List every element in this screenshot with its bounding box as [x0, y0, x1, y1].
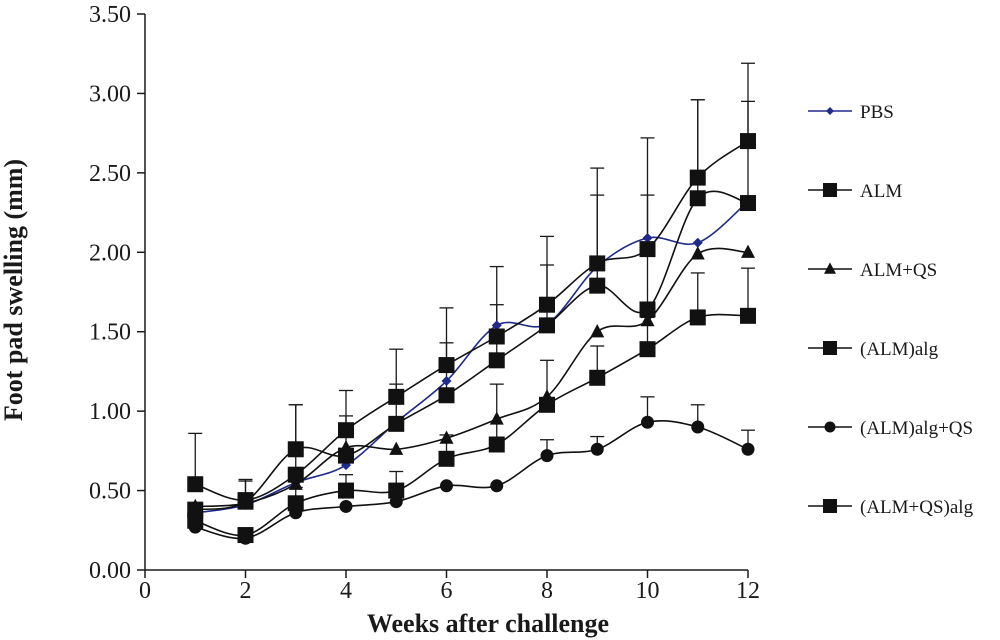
data-point-alm: [539, 296, 555, 313]
x-tick-label: 4: [340, 578, 352, 604]
data-point-alm-qs: [590, 324, 605, 338]
data-point-alm-alg: [639, 301, 656, 318]
data-point-alm-qs: [741, 244, 755, 258]
data-point-alm-alg-qs: [540, 449, 554, 463]
data-point-alm: [589, 255, 606, 272]
data-point-alm-alg-qs: [490, 479, 504, 493]
y-axis-title: Foot pad swelling (mm): [0, 159, 28, 421]
data-point-alm-qs-alg: [388, 482, 405, 499]
x-axis-title: Weeks after challenge: [367, 609, 609, 638]
markers: [187, 133, 756, 545]
data-point-alm: [438, 357, 455, 374]
y-tick-label: 0.00: [89, 558, 131, 584]
legend-label-alm-qs-alg: (ALM+QS)alg: [860, 497, 974, 518]
data-point-alm-qs-alg: [639, 341, 656, 358]
data-point-alm-qs: [439, 430, 454, 444]
legend-label-alm-alg: (ALM)alg: [860, 339, 939, 360]
data-point-pbs: [441, 375, 452, 386]
data-point-alm: [187, 476, 204, 493]
data-point-alm-qs: [389, 441, 404, 455]
data-point-alm-alg: [488, 352, 505, 369]
data-point-alm-alg: [388, 415, 405, 432]
data-point-alm-qs-alg: [287, 495, 304, 512]
data-point-alm-alg-qs: [741, 442, 755, 456]
x-tick-label: 0: [139, 578, 151, 604]
data-point-pbs: [491, 320, 502, 331]
data-point-alm-qs-alg: [539, 396, 555, 413]
x-tick-label: 8: [541, 578, 553, 604]
data-point-alm: [287, 466, 304, 483]
legend-marker-alm-qs: [824, 262, 836, 274]
data-point-alm-qs-alg: [740, 307, 756, 324]
legend-marker-alm: [823, 183, 837, 197]
data-point-alm: [488, 328, 505, 345]
legend-marker-alm-qs-alg: [823, 499, 837, 513]
x-tick-label: 6: [441, 578, 453, 604]
data-point-alm-alg-qs: [339, 499, 353, 513]
series-line-alm-alg-qs: [195, 420, 749, 540]
y-tick-label: 3.00: [89, 81, 131, 107]
data-point-alm-alg: [438, 387, 455, 404]
data-point-alm-qs-alg: [438, 450, 455, 467]
data-point-alm-qs: [690, 246, 705, 260]
series-lines: [194, 140, 749, 540]
legend-marker-alm-alg-qs: [824, 421, 836, 433]
data-point-alm-alg: [237, 493, 254, 510]
data-point-alm-alg: [589, 277, 606, 294]
data-point-alm-alg-qs: [440, 479, 453, 493]
series-line-alm: [194, 140, 749, 501]
legend-marker-pbs: [826, 107, 834, 115]
x-ticks: 0 2 4 6 8 10 12: [139, 570, 760, 604]
data-point-alm-alg: [689, 190, 706, 207]
x-tick-label: 10: [636, 578, 660, 604]
error-bars: [188, 62, 755, 504]
data-point-alm: [338, 422, 354, 439]
data-point-alm-alg: [740, 195, 756, 212]
data-point-alm-qs-alg: [488, 436, 505, 453]
data-point-alm-alg-qs: [641, 415, 654, 429]
data-point-alm-qs: [288, 476, 303, 490]
legend-marker-alm-alg: [823, 341, 837, 355]
y-tick-label: 2.00: [89, 240, 131, 266]
data-point-pbs: [642, 232, 653, 243]
y-tick-label: 2.50: [89, 161, 131, 187]
data-point-alm: [388, 388, 405, 405]
y-tick-label: 1.00: [89, 399, 131, 425]
data-point-alm-qs: [640, 312, 655, 327]
data-point-alm-qs-alg: [187, 512, 204, 529]
y-ticks: 0.00 0.50 1.00 1.50 2.00 2.50 3.00 3.50: [89, 2, 145, 584]
data-point-alm-qs: [489, 411, 504, 425]
x-tick-label: 12: [736, 578, 760, 604]
data-point-alm-alg: [539, 317, 555, 334]
data-point-alm: [740, 133, 756, 150]
data-point-alm-qs-alg: [237, 527, 254, 544]
data-point-alm-alg: [338, 447, 354, 464]
legend: PBS ALM ALM+QS (ALM)alg (ALM)alg+QS (ALM+QS)a…: [808, 102, 974, 518]
y-tick-label: 0.50: [89, 479, 131, 505]
legend-label-alm: ALM: [860, 181, 902, 202]
y-tick-label: 1.50: [89, 320, 131, 346]
legend-label-alm-qs: ALM+QS: [860, 260, 937, 281]
data-point-pbs: [692, 237, 703, 248]
data-point-alm-qs-alg: [338, 482, 354, 499]
y-tick-label: 3.50: [89, 2, 131, 28]
data-point-alm: [639, 241, 656, 258]
series-line-alm-qs-alg: [195, 313, 749, 537]
data-point-alm-qs-alg: [689, 309, 706, 326]
data-point-alm-alg-qs: [590, 442, 604, 456]
data-point-alm-alg-qs: [691, 420, 705, 434]
legend-label-alm-alg-qs: (ALM)alg+QS: [860, 418, 973, 439]
data-point-alm-qs-alg: [589, 369, 606, 386]
legend-label-pbs: PBS: [860, 102, 894, 123]
x-tick-label: 2: [240, 578, 252, 604]
data-point-alm: [689, 169, 706, 186]
data-point-alm-alg: [287, 441, 304, 458]
